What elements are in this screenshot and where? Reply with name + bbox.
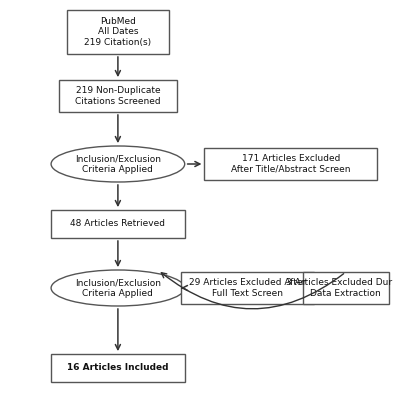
Ellipse shape xyxy=(51,146,185,182)
Text: 29 Articles Excluded After
Full Text Screen: 29 Articles Excluded After Full Text Scr… xyxy=(189,278,306,298)
FancyBboxPatch shape xyxy=(67,10,169,54)
Text: 219 Non-Duplicate
Citations Screened: 219 Non-Duplicate Citations Screened xyxy=(75,86,161,106)
FancyBboxPatch shape xyxy=(59,80,177,112)
FancyBboxPatch shape xyxy=(51,210,185,238)
Text: Inclusion/Exclusion
Criteria Applied: Inclusion/Exclusion Criteria Applied xyxy=(75,278,161,298)
FancyBboxPatch shape xyxy=(181,272,314,304)
Text: 48 Articles Retrieved: 48 Articles Retrieved xyxy=(70,220,165,228)
Text: 171 Articles Excluded
After Title/Abstract Screen: 171 Articles Excluded After Title/Abstra… xyxy=(231,154,351,174)
Text: Inclusion/Exclusion
Criteria Applied: Inclusion/Exclusion Criteria Applied xyxy=(75,154,161,174)
FancyBboxPatch shape xyxy=(51,354,185,382)
Text: PubMed
All Dates
219 Citation(s): PubMed All Dates 219 Citation(s) xyxy=(84,17,151,47)
Ellipse shape xyxy=(51,270,185,306)
FancyBboxPatch shape xyxy=(204,148,377,180)
Text: 3 Articles Excluded During
Data Extraction: 3 Articles Excluded During Data Extracti… xyxy=(286,278,393,298)
Text: 16 Articles Included: 16 Articles Included xyxy=(67,364,169,372)
FancyBboxPatch shape xyxy=(303,272,389,304)
